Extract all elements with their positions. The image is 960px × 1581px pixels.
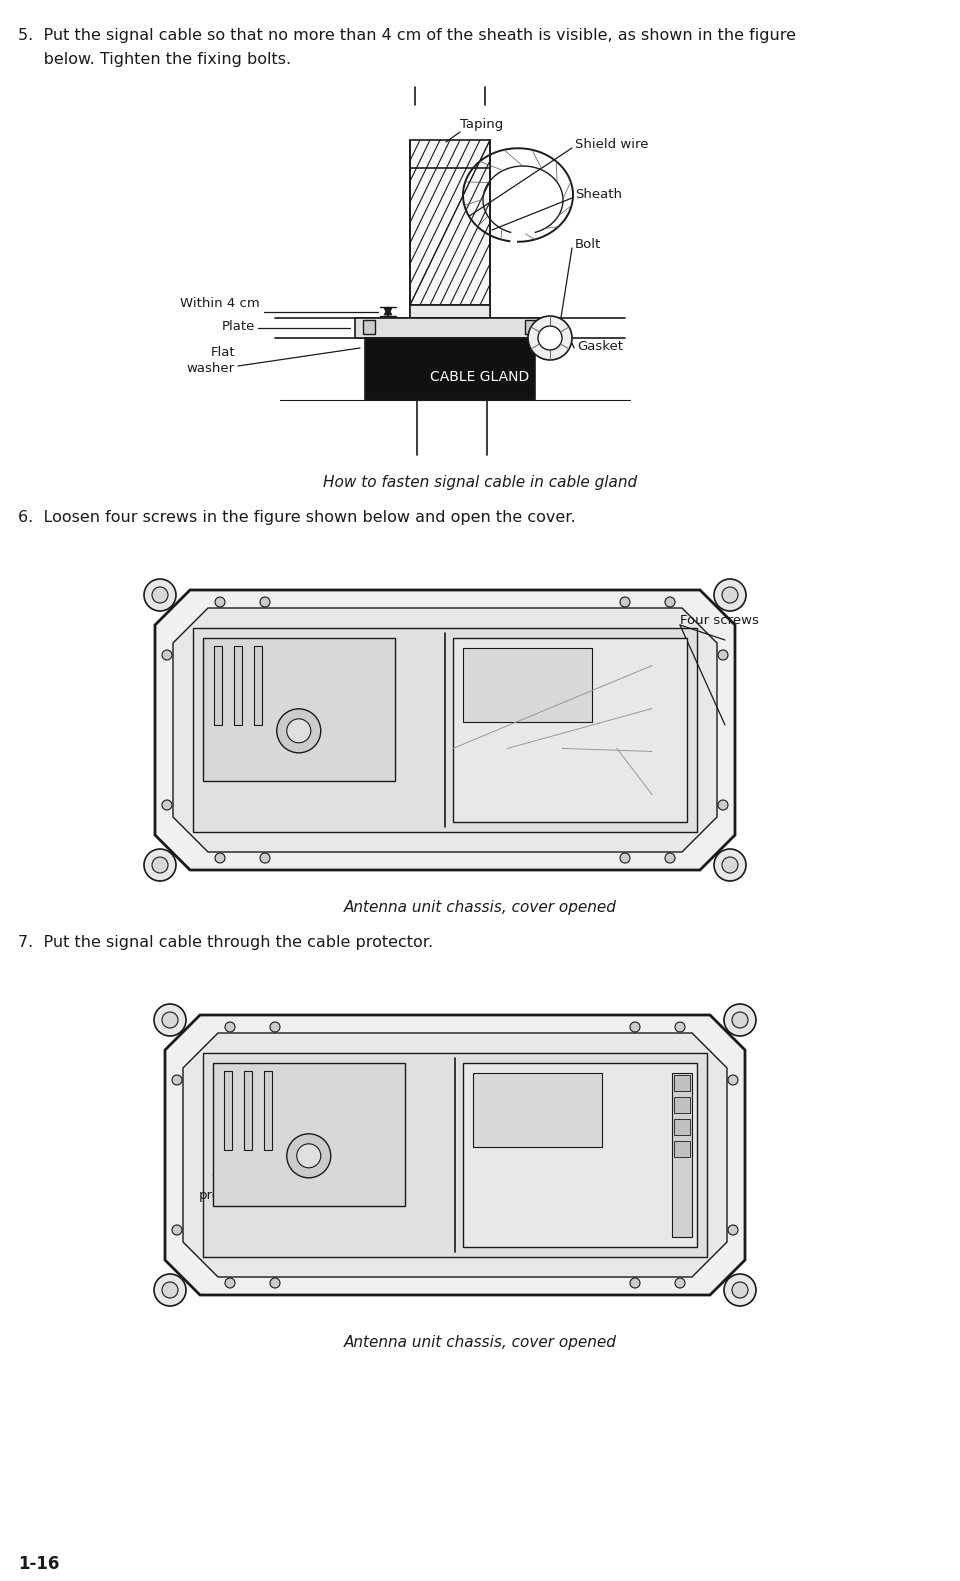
Circle shape <box>162 1012 178 1028</box>
Circle shape <box>162 650 172 659</box>
Circle shape <box>620 598 630 607</box>
Circle shape <box>152 587 168 602</box>
Circle shape <box>154 1274 186 1306</box>
Circle shape <box>675 1277 685 1289</box>
Circle shape <box>172 1075 182 1085</box>
Bar <box>234 647 242 724</box>
Bar <box>224 1070 232 1149</box>
Polygon shape <box>165 1015 745 1295</box>
Text: Sheath: Sheath <box>575 188 622 201</box>
Text: below. Tighten the fixing bolts.: below. Tighten the fixing bolts. <box>18 52 291 66</box>
Circle shape <box>276 708 321 753</box>
Polygon shape <box>183 1032 727 1277</box>
Circle shape <box>225 1277 235 1289</box>
Text: 6.  Loosen four screws in the figure shown below and open the cover.: 6. Loosen four screws in the figure show… <box>18 511 576 525</box>
Text: Gasket: Gasket <box>577 340 623 353</box>
Circle shape <box>270 1277 280 1289</box>
Bar <box>244 1070 252 1149</box>
Text: 1-16: 1-16 <box>18 1556 60 1573</box>
Bar <box>525 319 537 334</box>
Bar <box>355 318 545 338</box>
Circle shape <box>728 1075 738 1085</box>
Text: Within 4 cm: Within 4 cm <box>180 297 260 310</box>
Bar <box>463 648 591 721</box>
Text: 5.  Put the signal cable so that no more than 4 cm of the sheath is visible, as : 5. Put the signal cable so that no more … <box>18 28 796 43</box>
Text: CABLE GLAND: CABLE GLAND <box>430 370 530 384</box>
Bar <box>463 1062 697 1247</box>
Circle shape <box>665 598 675 607</box>
Bar <box>674 1119 690 1135</box>
Bar <box>672 1073 692 1236</box>
Polygon shape <box>173 609 717 852</box>
Bar <box>203 639 395 781</box>
Bar <box>264 1070 272 1149</box>
Text: Plate: Plate <box>222 319 255 332</box>
Circle shape <box>724 1004 756 1036</box>
Bar <box>203 1053 707 1257</box>
Text: Antenna unit chassis, cover opened: Antenna unit chassis, cover opened <box>344 900 616 915</box>
Bar <box>410 305 490 318</box>
Circle shape <box>630 1021 640 1032</box>
Circle shape <box>732 1282 748 1298</box>
Text: washer: washer <box>187 362 235 375</box>
Bar <box>214 647 222 724</box>
Bar <box>473 1073 602 1146</box>
Text: Cable: Cable <box>211 1170 249 1184</box>
Circle shape <box>620 854 630 863</box>
Text: How to fasten signal cable in cable gland: How to fasten signal cable in cable glan… <box>323 474 637 490</box>
Bar <box>365 338 535 400</box>
Bar <box>254 647 262 724</box>
Circle shape <box>714 579 746 610</box>
Text: 7.  Put the signal cable through the cable protector.: 7. Put the signal cable through the cabl… <box>18 934 433 950</box>
Circle shape <box>287 1134 331 1178</box>
Circle shape <box>297 1143 321 1168</box>
Polygon shape <box>155 590 735 870</box>
Circle shape <box>714 849 746 881</box>
Circle shape <box>728 1225 738 1235</box>
Circle shape <box>270 1021 280 1032</box>
Bar <box>674 1075 690 1091</box>
Text: Flat: Flat <box>210 346 235 359</box>
Circle shape <box>162 800 172 809</box>
Text: Antenna unit chassis, cover opened: Antenna unit chassis, cover opened <box>344 1334 616 1350</box>
Circle shape <box>215 854 225 863</box>
Circle shape <box>528 316 572 360</box>
Circle shape <box>724 1274 756 1306</box>
Circle shape <box>144 579 176 610</box>
Text: Four screws: Four screws <box>680 613 758 626</box>
Bar <box>363 319 375 334</box>
Circle shape <box>287 719 311 743</box>
Bar <box>674 1141 690 1157</box>
Circle shape <box>665 854 675 863</box>
Circle shape <box>732 1012 748 1028</box>
Text: Taping: Taping <box>460 119 503 131</box>
Circle shape <box>152 857 168 873</box>
Bar <box>674 1097 690 1113</box>
Polygon shape <box>384 307 392 315</box>
Bar <box>213 1062 404 1206</box>
Circle shape <box>172 1225 182 1235</box>
Circle shape <box>162 1282 178 1298</box>
Text: Bolt: Bolt <box>575 239 601 251</box>
Circle shape <box>718 650 728 659</box>
Circle shape <box>260 854 270 863</box>
Circle shape <box>722 587 738 602</box>
Bar <box>193 628 697 832</box>
Circle shape <box>144 849 176 881</box>
Text: Shield wire: Shield wire <box>575 139 649 152</box>
Circle shape <box>630 1277 640 1289</box>
Circle shape <box>225 1021 235 1032</box>
Circle shape <box>215 598 225 607</box>
Circle shape <box>154 1004 186 1036</box>
Circle shape <box>260 598 270 607</box>
Circle shape <box>722 857 738 873</box>
Bar <box>410 141 490 305</box>
Circle shape <box>538 326 562 349</box>
Polygon shape <box>384 308 392 316</box>
Bar <box>453 639 687 822</box>
Circle shape <box>718 800 728 809</box>
Circle shape <box>675 1021 685 1032</box>
Text: protector: protector <box>199 1189 261 1202</box>
